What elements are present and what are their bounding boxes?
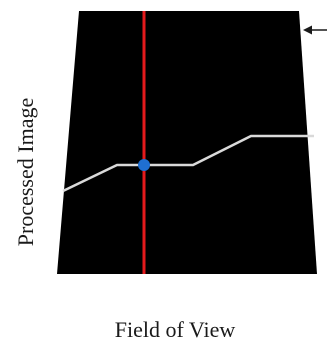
profile-line — [62, 134, 314, 193]
y-axis-label: Processed Image — [13, 98, 38, 246]
processed-image-panel — [57, 11, 317, 274]
pointer-arrow-icon — [303, 25, 327, 35]
intersection-marker — [138, 159, 150, 171]
x-axis-label: Field of View — [115, 317, 236, 342]
